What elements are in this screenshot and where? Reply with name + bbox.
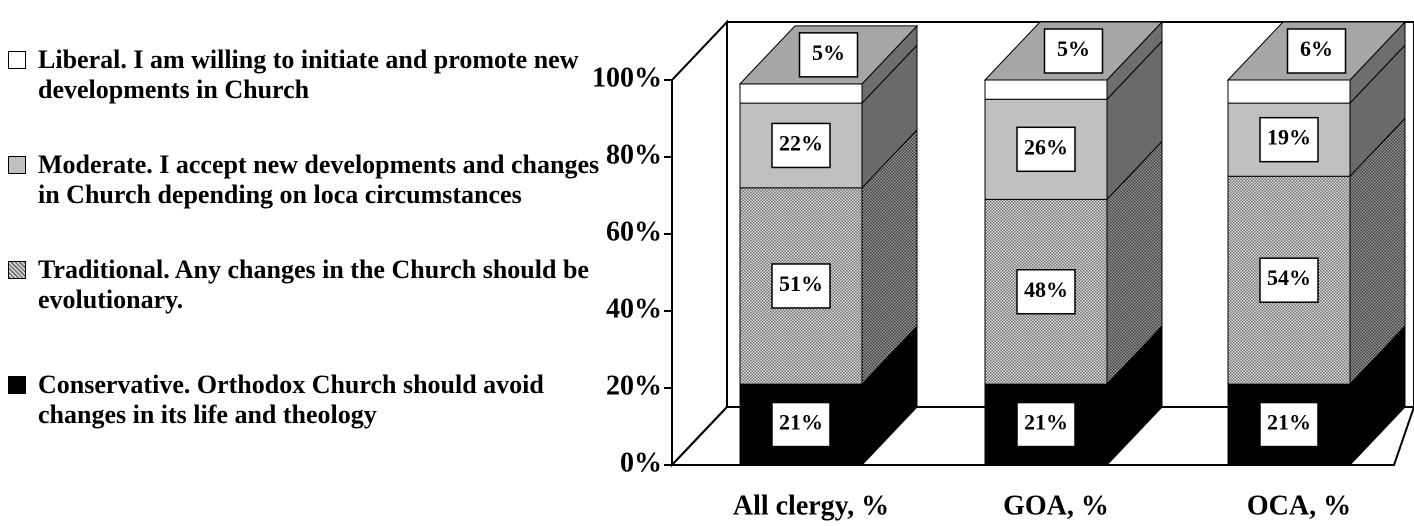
data-label-box xyxy=(1259,116,1319,163)
y-tick-label: 60% xyxy=(606,216,662,247)
data-label-box xyxy=(1016,126,1076,173)
data-label-box xyxy=(771,122,831,169)
legend-entry: Moderate. I accept new developments and … xyxy=(8,150,608,210)
legend-label: Moderate. I accept new developments and … xyxy=(38,150,600,209)
y-tick-label: 40% xyxy=(606,293,662,324)
data-label: 21% xyxy=(1267,410,1311,435)
data-label: 6% xyxy=(1300,36,1333,61)
data-label: 26% xyxy=(1024,134,1068,159)
legend-swatch xyxy=(8,156,26,174)
data-label-box xyxy=(1259,401,1319,448)
data-label: 22% xyxy=(779,130,823,155)
data-label-box xyxy=(798,32,859,78)
data-label: 5% xyxy=(1057,36,1090,61)
legend-label: Conservative. Orthodox Church should avo… xyxy=(38,370,544,429)
bar-segment xyxy=(739,83,863,104)
data-label: 48% xyxy=(1024,277,1068,302)
x-tick-label: All clergy, % xyxy=(733,490,889,521)
legend-swatch xyxy=(8,376,26,394)
legend-swatch xyxy=(8,261,26,279)
data-label: 19% xyxy=(1267,125,1311,150)
data-label: 21% xyxy=(1024,410,1068,435)
y-tick-label: 0% xyxy=(620,447,662,478)
legend-label: Liberal. I am willing to initiate and pr… xyxy=(38,45,579,104)
side-wall xyxy=(671,19,728,468)
data-label-box xyxy=(1016,401,1076,448)
data-label-box xyxy=(771,401,831,448)
y-tick-label: 20% xyxy=(606,370,662,401)
legend-entry: Liberal. I am willing to initiate and pr… xyxy=(8,45,608,105)
data-label-box xyxy=(1043,28,1104,74)
bar-segment xyxy=(984,79,1108,100)
data-label-box xyxy=(1016,269,1076,315)
data-label: 21% xyxy=(779,410,823,435)
x-tick-label: GOA, % xyxy=(1003,490,1109,521)
data-label-box xyxy=(1259,257,1319,303)
data-label: 54% xyxy=(1267,265,1311,290)
data-label: 5% xyxy=(812,40,845,65)
y-tick-label: 100% xyxy=(592,62,662,93)
legend-entry: Traditional. Any changes in the Church s… xyxy=(8,255,608,315)
data-label: 51% xyxy=(779,271,823,296)
legend-entry: Conservative. Orthodox Church should avo… xyxy=(8,370,608,430)
legend-swatch xyxy=(8,51,26,69)
y-tick-label: 80% xyxy=(606,139,662,170)
x-tick-label: OCA, % xyxy=(1247,490,1351,521)
data-label-box xyxy=(1286,28,1347,74)
bar-segment xyxy=(1227,79,1351,104)
data-label-box xyxy=(771,263,831,309)
legend-label: Traditional. Any changes in the Church s… xyxy=(38,255,589,314)
